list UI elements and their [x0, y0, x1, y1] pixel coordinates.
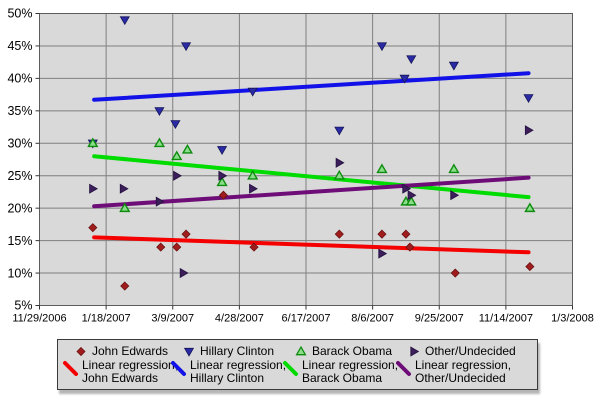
svg-text:3/9/2007: 3/9/2007: [151, 313, 194, 325]
legend-item-other-undecided: Other/Undecided Linear regression, Other/…: [395, 343, 533, 387]
legend-regression-label: Linear regression, John Edwards: [82, 358, 179, 385]
svg-text:45%: 45%: [7, 39, 32, 53]
svg-text:11/29/2006: 11/29/2006: [12, 313, 66, 325]
legend-regression-label: Linear regression, Barack Obama: [302, 358, 399, 385]
svg-text:1/18/2007: 1/18/2007: [82, 313, 131, 325]
scatter-chart: 5% 10% 15% 20% 25% 30% 35% 40% 45% 50% 11/29/2006 1…: [7, 7, 594, 325]
svg-text:50%: 50%: [7, 7, 32, 21]
svg-text:1/3/2008: 1/3/2008: [551, 313, 594, 325]
hillary-clinton-regression-line-icon: [170, 360, 187, 377]
svg-text:40%: 40%: [7, 72, 32, 86]
chart-legend: John Edwards Linear regression, John Edwa…: [57, 339, 538, 390]
svg-text:15%: 15%: [7, 234, 32, 248]
legend-regression-label: Linear regression, Other/Undecided: [415, 358, 512, 385]
legend-label: John Edwards: [92, 343, 169, 358]
legend-regression-label: Linear regression, Hillary Clinton: [190, 358, 287, 385]
barack-obama-regression-line-icon: [282, 360, 299, 377]
svg-text:30%: 30%: [7, 136, 32, 150]
legend-label: Other/Undecided: [425, 343, 516, 358]
svg-text:8/6/2007: 8/6/2007: [351, 313, 394, 325]
svg-text:11/14/2007: 11/14/2007: [479, 313, 533, 325]
svg-text:20%: 20%: [7, 201, 32, 215]
svg-text:4/28/2007: 4/28/2007: [215, 313, 264, 325]
svg-text:6/17/2007: 6/17/2007: [282, 313, 331, 325]
john-edwards-marker-icon: [75, 346, 87, 357]
other-undecided-regression-line-icon: [395, 360, 412, 377]
hillary-clinton-marker-icon: [183, 346, 195, 357]
john-edwards-regression-line-icon: [62, 360, 79, 377]
svg-text:25%: 25%: [7, 169, 32, 183]
legend-item-barack-obama: Barack Obama Linear regression, Barack Ob…: [282, 343, 399, 387]
svg-text:35%: 35%: [7, 104, 32, 118]
legend-item-hillary-clinton: Hillary Clinton Linear regression, Hillar…: [170, 343, 286, 387]
barack-obama-marker-icon: [295, 345, 307, 357]
svg-text:5%: 5%: [14, 299, 32, 313]
legend-label: Barack Obama: [312, 343, 393, 358]
legend-item-john-edwards: John Edwards Linear regression, John Edwa…: [62, 343, 178, 387]
other-undecided-marker-icon: [408, 345, 420, 357]
svg-text:9/25/2007: 9/25/2007: [415, 313, 464, 325]
svg-text:10%: 10%: [7, 266, 32, 280]
legend-label: Hillary Clinton: [200, 343, 275, 358]
